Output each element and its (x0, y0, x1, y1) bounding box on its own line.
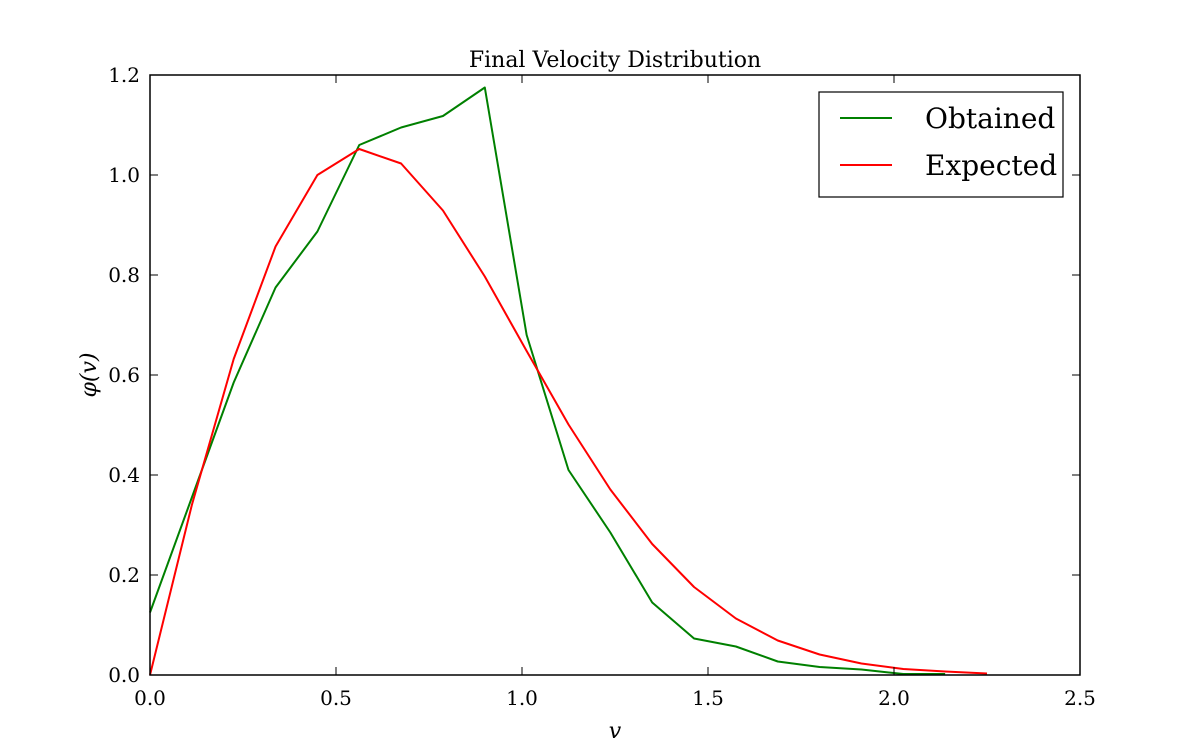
legend-box (818, 91, 1064, 198)
x-tick-label: 0.5 (320, 686, 352, 710)
axes-frame (149, 74, 1081, 676)
legend: Obtained Expected (818, 91, 1064, 198)
y-axis-label: φ(v) (77, 353, 102, 398)
series-line-obtained (149, 86, 946, 675)
y-tick-label: 0.6 (108, 363, 140, 387)
tick-labels: 0.0 0.5 1.0 1.5 2.0 2.5 0.0 0.2 0.4 0.6 0.8 1.0 1.2 (108, 63, 1096, 710)
x-tick-label: 1.5 (692, 686, 724, 710)
y-tick-label: 0.0 (108, 663, 140, 687)
x-tick-label: 1.0 (506, 686, 538, 710)
chart-title: Final Velocity Distribution (469, 48, 761, 73)
x-tick-label: 2.0 (878, 686, 910, 710)
y-tick-label: 1.0 (108, 163, 140, 187)
x-tick-label: 2.5 (1064, 686, 1096, 710)
legend-label-expected: Expected (925, 149, 1057, 182)
x-axis-label: v (609, 719, 622, 744)
y-tick-label: 0.2 (108, 563, 140, 587)
x-tick-label: 0.0 (134, 686, 166, 710)
y-tick-label: 0.4 (108, 463, 140, 487)
y-tick-label: 1.2 (108, 63, 140, 87)
series-lines (149, 86, 988, 676)
series-line-expected (149, 148, 988, 676)
legend-label-obtained: Obtained (925, 102, 1055, 135)
y-tick-label: 0.8 (108, 263, 140, 287)
